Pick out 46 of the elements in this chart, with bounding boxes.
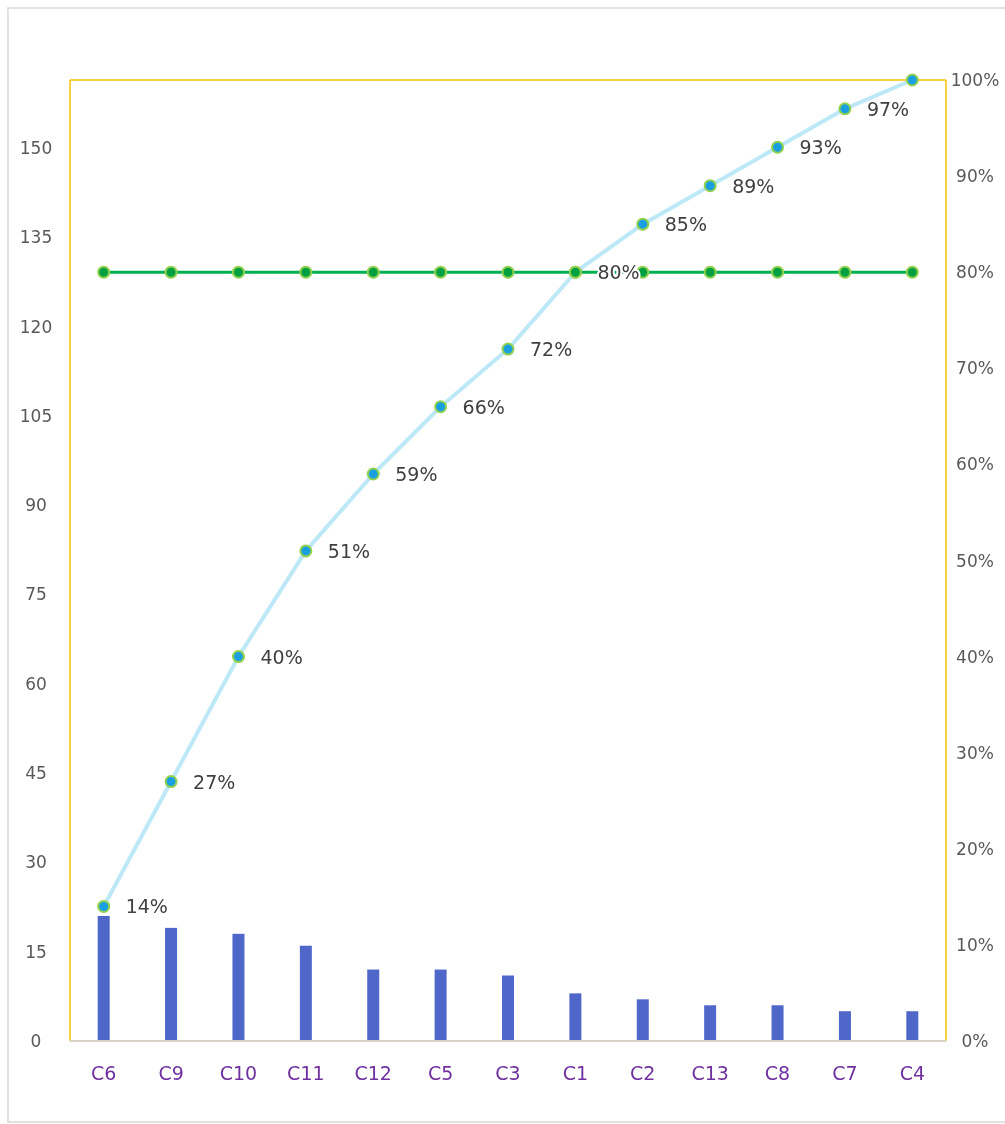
y-tick-label: 15: [25, 941, 47, 962]
x-tick-label: C13: [691, 1062, 729, 1084]
y2-tick-label: 20%: [956, 838, 994, 859]
y2-tick-label: 0%: [961, 1031, 989, 1051]
x-tick-label: C5: [427, 1062, 454, 1084]
y-tick-label: 45: [25, 763, 47, 784]
data-label: 93%: [799, 136, 842, 159]
data-label: 59%: [395, 463, 438, 486]
y-tick-label: 105: [19, 405, 53, 426]
data-label: 51%: [327, 539, 371, 562]
data-label: 27%: [193, 770, 236, 793]
y-tick-label: 150: [19, 137, 53, 158]
x-tick-label: C3: [495, 1062, 521, 1084]
x-tick-label: C8: [764, 1062, 791, 1084]
x-tick-label: C11: [287, 1062, 325, 1084]
y-tick-label: 30: [25, 852, 47, 873]
y2-tick-label: 50%: [956, 550, 994, 571]
data-label: 89%: [732, 174, 775, 197]
y2-tick-label: 10%: [956, 934, 994, 955]
y-tick-label: 75: [25, 584, 47, 605]
data-label: 85%: [664, 213, 707, 236]
x-tick-label: C1: [562, 1062, 589, 1084]
x-tick-label: C7: [832, 1062, 858, 1084]
y2-tick-label: 40%: [956, 646, 994, 667]
y-tick-label: 90: [25, 495, 47, 516]
y-tick-label: 0: [30, 1031, 42, 1051]
x-tick-label: C2: [630, 1062, 656, 1084]
data-label: 97%: [866, 97, 910, 120]
y-tick-label: 120: [19, 316, 53, 337]
y-tick-label: 60: [25, 673, 47, 694]
y2-tick-label: 100%: [950, 70, 1000, 90]
x-tick-label: C9: [158, 1062, 184, 1084]
data-label: 40%: [260, 645, 303, 668]
x-tick-label: C4: [899, 1062, 925, 1084]
y-tick-label: 135: [19, 227, 53, 248]
y2-tick-label: 90%: [956, 166, 994, 187]
y2-tick-label: 60%: [956, 454, 994, 475]
x-tick-label: C12: [354, 1062, 392, 1084]
data-label: 66%: [462, 395, 505, 418]
y2-tick-label: 30%: [956, 742, 994, 763]
data-label: 14%: [125, 895, 168, 918]
x-tick-label: C6: [91, 1062, 117, 1084]
y2-tick-label: 70%: [956, 358, 994, 379]
y2-tick-label: 80%: [956, 262, 994, 283]
data-label: 72%: [530, 338, 573, 361]
x-tick-label: C10: [219, 1062, 258, 1084]
